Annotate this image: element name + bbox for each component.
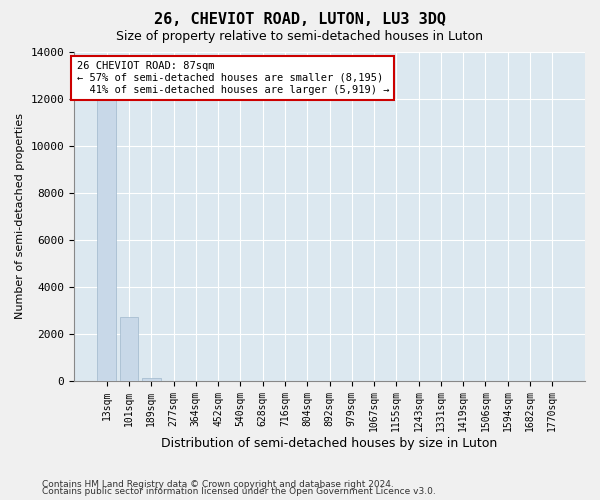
Text: Contains HM Land Registry data © Crown copyright and database right 2024.: Contains HM Land Registry data © Crown c… [42, 480, 394, 489]
Text: 26, CHEVIOT ROAD, LUTON, LU3 3DQ: 26, CHEVIOT ROAD, LUTON, LU3 3DQ [154, 12, 446, 28]
Bar [97, 64, 116, 380]
Bar [119, 317, 139, 380]
Bar [142, 378, 161, 380]
Y-axis label: Number of semi-detached properties: Number of semi-detached properties [15, 113, 25, 319]
Text: Contains public sector information licensed under the Open Government Licence v3: Contains public sector information licen… [42, 487, 436, 496]
Text: 26 CHEVIOT ROAD: 87sqm
← 57% of semi-detached houses are smaller (8,195)
  41% o: 26 CHEVIOT ROAD: 87sqm ← 57% of semi-det… [77, 62, 389, 94]
X-axis label: Distribution of semi-detached houses by size in Luton: Distribution of semi-detached houses by … [161, 437, 497, 450]
Text: Size of property relative to semi-detached houses in Luton: Size of property relative to semi-detach… [116, 30, 484, 43]
